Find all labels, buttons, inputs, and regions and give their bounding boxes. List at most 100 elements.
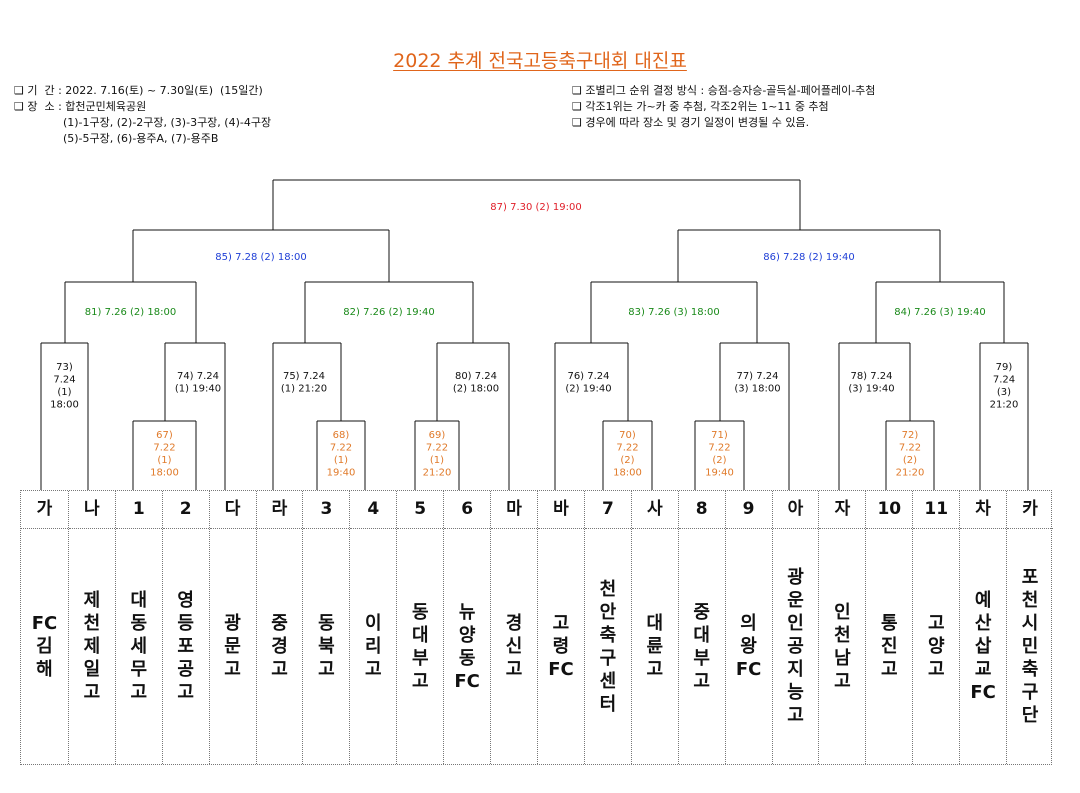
match-label-77: (3) 18:00 [734,384,780,395]
seed-label: 나 [68,491,115,529]
match-label-70: 70) [619,430,636,441]
team-name: 예 산 삽 교 FC [970,590,996,703]
seed-label: 7 [584,491,631,529]
match-label-70: 18:00 [613,468,642,479]
match-label-73: 73) [56,362,73,373]
match-label-67: (1) [157,455,171,466]
match-label-79: (3) [997,387,1011,398]
match-label-72: 7.22 [899,443,921,454]
seed-label: 마 [491,491,537,529]
seed-label: 10 [866,491,913,529]
match-label-80: 80) 7.24 [455,371,497,382]
match-label-73: 18:00 [50,400,79,411]
match-label-70: (2) [620,455,634,466]
match-label-67: 7.22 [153,443,175,454]
match-label-68: 7.22 [330,443,352,454]
match-label-72: (2) [903,455,917,466]
info-fields-2: (5)-5구장, (6)-용주A, (7)-용주B [14,132,219,145]
match-label-68: 19:40 [327,468,356,479]
match-label-75: (1) 21:20 [281,384,327,395]
seed-label: 1 [115,491,162,529]
seed-label: 4 [350,491,397,529]
match-label-79: 79) [996,362,1013,373]
match-label-67: 67) [156,430,173,441]
match-label-78: (3) 19:40 [848,384,894,395]
match-label-69: 7.22 [426,443,448,454]
match-label-84: 84) 7.26 (3) 19:40 [894,307,985,318]
seed-label: 자 [819,491,866,529]
match-label-79: 7.24 [993,375,1015,386]
match-label-67: 18:00 [150,468,179,479]
match-label-72: 21:20 [896,468,925,479]
info-fields-1: (1)-1구장, (2)-2구장, (3)-3구장, (4)-4구장 [14,116,272,129]
seed-label: 라 [256,491,303,529]
match-label-71: 71) [711,430,728,441]
team-name: 고 령 FC [548,613,574,680]
seed-label: 11 [913,491,960,529]
match-label-74: 74) 7.24 [177,371,219,382]
match-label-76: (2) 19:40 [565,384,611,395]
seed-label: 5 [397,491,444,529]
team-column: 11 고 양 고 [912,491,960,764]
seed-label: 다 [209,491,256,529]
match-label-81: 81) 7.26 (2) 18:00 [85,307,176,318]
team-column: 10 통 진 고 [865,491,913,764]
match-label-83: 83) 7.26 (3) 18:00 [628,307,719,318]
match-label-80: (2) 18:00 [453,384,499,395]
team-column: 가 FC 김 해 [21,491,68,764]
seed-label: 9 [725,491,772,529]
seed-label: 차 [960,491,1007,529]
match-label-79: 21:20 [990,400,1019,411]
match-label-70: 7.22 [616,443,638,454]
info-change-notice: ❑ 경우에 따라 장소 및 경기 일정이 변경될 수 있음. [572,116,810,129]
seed-label: 가 [21,491,68,529]
seed-label: 아 [772,491,819,529]
info-draw-rule: ❑ 각조1위는 가~카 중 추첨, 각조2위는 1~11 중 추첨 [572,100,829,113]
seed-label: 바 [538,491,584,529]
info-ranking-rule: ❑ 조별리그 순위 결정 방식 : 승점-승자승-골득실-페어플레이-추첨 [572,84,876,97]
info-right: ❑ 조별리그 순위 결정 방식 : 승점-승자승-골득실-페어플레이-추첨 ❑ 각… [572,83,875,131]
info-left: ❑ 기 간 : 2022. 7.16(토) ~ 7.30일(토) (15일간) ❑… [14,83,271,147]
info-venue: ❑ 장 소 : 합천군민체육공원 [14,100,147,113]
team-name: FC 김 해 [31,613,58,680]
match-label-71: (2) [712,455,726,466]
seed-label: 2 [162,491,209,529]
match-label-82: 82) 7.26 (2) 19:40 [343,307,434,318]
match-label-72: 72) [902,430,919,441]
match-label-76: 76) 7.24 [567,371,609,382]
match-label-73: (1) [57,387,71,398]
match-label-71: 19:40 [705,468,734,479]
seed-label: 8 [678,491,725,529]
match-label-74: (1) 19:40 [175,384,221,395]
page-title: 2022 추계 전국고등축구대회 대진표 [393,50,687,72]
match-label-68: 68) [333,430,350,441]
match-label-75: 75) 7.24 [283,371,325,382]
